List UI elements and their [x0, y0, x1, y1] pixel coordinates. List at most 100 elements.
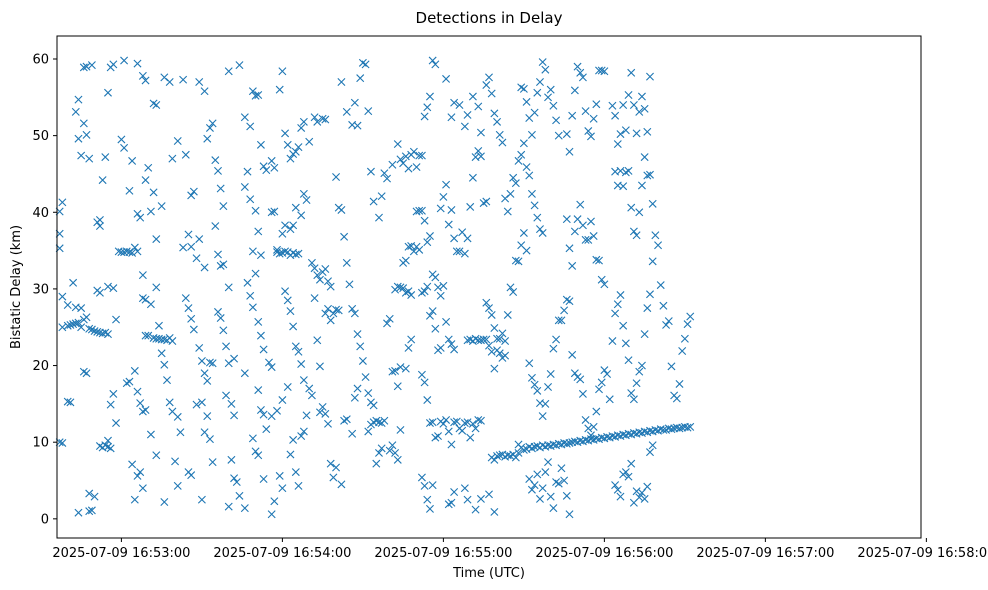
data-point	[200, 428, 209, 437]
data-point	[533, 470, 542, 479]
data-point	[393, 140, 402, 149]
data-point	[621, 468, 630, 477]
data-point	[227, 399, 236, 408]
data-point	[329, 309, 338, 318]
data-point	[474, 415, 483, 424]
data-point	[208, 458, 217, 467]
data-point	[168, 337, 177, 346]
data-point	[372, 459, 381, 468]
data-point	[364, 389, 373, 398]
data-point	[605, 395, 614, 404]
data-point	[133, 471, 142, 480]
data-point	[286, 307, 295, 316]
data-point	[423, 238, 432, 247]
data-point	[522, 246, 531, 255]
data-point	[262, 425, 271, 434]
data-point	[230, 474, 239, 483]
data-point	[85, 324, 94, 333]
data-point	[342, 258, 351, 267]
data-point	[404, 343, 413, 352]
data-point	[404, 287, 413, 296]
data-point	[74, 95, 83, 104]
data-point	[342, 107, 351, 116]
data-point	[640, 153, 649, 162]
data-point	[361, 373, 370, 382]
data-point	[106, 400, 115, 409]
data-point	[468, 419, 477, 428]
data-point	[214, 307, 222, 316]
data-point	[240, 113, 249, 122]
data-point	[313, 336, 322, 345]
data-point	[326, 282, 335, 291]
data-point	[187, 314, 196, 323]
x-axis-label: Time (UTC)	[452, 566, 525, 581]
data-point	[592, 255, 601, 264]
data-point	[133, 59, 142, 68]
data-point	[197, 398, 206, 407]
data-point	[527, 485, 536, 494]
data-point	[460, 122, 469, 131]
data-point	[431, 273, 440, 282]
data-point	[136, 468, 145, 477]
data-point	[436, 204, 445, 213]
data-point	[686, 422, 695, 431]
data-point	[302, 411, 311, 420]
data-point	[501, 351, 510, 360]
data-point	[611, 309, 620, 318]
data-point	[476, 494, 485, 503]
data-point	[189, 325, 198, 334]
data-point	[485, 490, 493, 499]
data-point	[273, 245, 282, 254]
data-point	[452, 417, 461, 426]
data-point	[570, 86, 579, 95]
data-point	[154, 321, 163, 330]
data-point	[455, 247, 464, 256]
data-point	[621, 126, 630, 135]
data-point	[297, 360, 306, 369]
data-point	[428, 307, 437, 316]
data-point	[431, 60, 440, 69]
data-point	[423, 396, 432, 405]
data-point	[297, 432, 306, 441]
data-point	[487, 89, 496, 98]
data-point	[562, 130, 571, 139]
x-tick-label: 2025-07-09 16:57:00	[696, 546, 834, 561]
data-point	[146, 207, 155, 216]
data-point	[417, 473, 426, 482]
data-point	[530, 108, 539, 117]
data-point	[592, 100, 601, 109]
data-point	[152, 235, 161, 244]
data-point	[74, 134, 83, 143]
data-point	[393, 382, 402, 391]
data-point	[597, 275, 606, 284]
data-point	[103, 282, 112, 291]
data-point	[294, 347, 303, 356]
data-point	[656, 281, 665, 290]
data-point	[289, 221, 298, 230]
data-point	[278, 484, 287, 493]
data-point	[442, 180, 451, 189]
data-point	[74, 508, 83, 517]
data-point	[468, 92, 477, 101]
data-point	[570, 227, 579, 236]
data-point	[187, 242, 196, 251]
data-point	[643, 127, 652, 136]
data-point	[315, 408, 324, 417]
data-point	[428, 418, 437, 427]
data-point	[318, 402, 327, 411]
data-point	[173, 412, 182, 421]
data-point	[278, 67, 287, 76]
data-point	[527, 189, 536, 198]
data-point	[246, 122, 255, 131]
data-point	[495, 334, 504, 343]
data-point	[541, 399, 550, 408]
x-tick-label: 2025-07-09 16:53:00	[52, 546, 190, 561]
data-point	[299, 427, 308, 436]
data-point	[600, 366, 609, 375]
data-point	[187, 191, 196, 200]
data-point	[350, 309, 359, 318]
data-point	[460, 249, 469, 258]
data-point	[82, 369, 91, 378]
data-point	[246, 291, 255, 300]
data-point	[103, 436, 112, 445]
